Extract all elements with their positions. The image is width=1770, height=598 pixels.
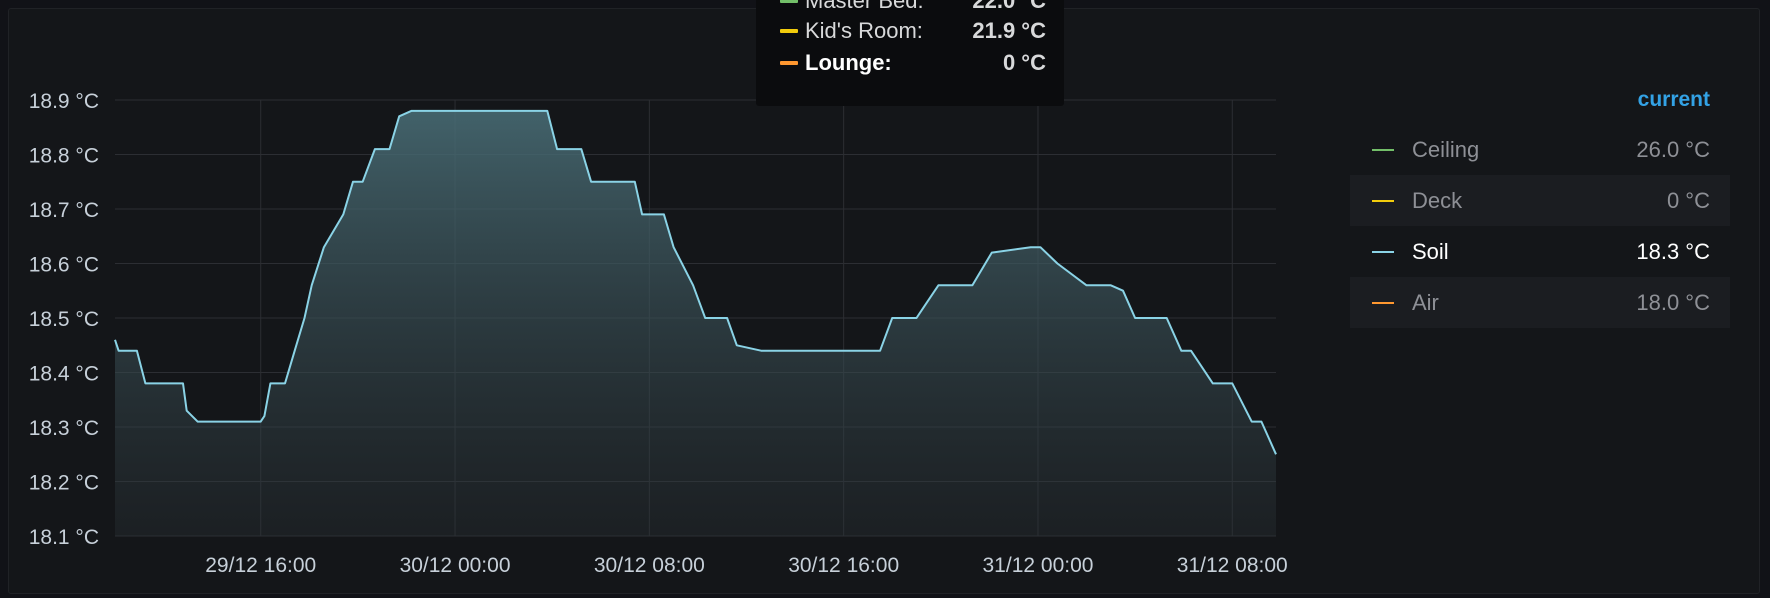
legend-value: 0 °C xyxy=(1666,187,1710,213)
legend-item-soil[interactable]: Soil 18.3 °C xyxy=(1350,226,1730,277)
legend-item-deck[interactable]: Deck 0 °C xyxy=(1350,175,1730,226)
tooltip-swatch xyxy=(780,61,798,65)
legend-item-air[interactable]: Air 18.0 °C xyxy=(1350,277,1730,328)
x-tick-label: 31/12 08:00 xyxy=(1177,554,1288,577)
x-tick-label: 29/12 16:00 xyxy=(205,554,316,577)
legend: current Ceiling 26.0 °C Deck 0 °C Soil 1… xyxy=(1350,88,1730,328)
tooltip-value: 21.9 °C xyxy=(972,18,1046,43)
tooltip-row-lounge: Lounge: 0 °C xyxy=(780,50,1046,76)
legend-swatch xyxy=(1372,148,1394,151)
hover-tooltip: Master Bed: 22.0 °C Kid's Room: 21.9 °C … xyxy=(756,0,1064,106)
tooltip-row-kids-room: Kid's Room: 21.9 °C xyxy=(780,18,1046,44)
y-tick-label: 18.8 °C xyxy=(29,145,99,168)
x-tick-label: 30/12 16:00 xyxy=(788,554,899,577)
y-axis: 18.1 °C 18.2 °C 18.3 °C 18.4 °C 18.5 °C 18.6 … xyxy=(29,90,99,549)
y-tick-label: 18.6 °C xyxy=(29,254,99,277)
legend-swatch xyxy=(1372,301,1394,304)
legend-header-current[interactable]: current xyxy=(1637,88,1710,111)
series-area xyxy=(114,109,1277,537)
tooltip-row-master-bed: Master Bed: 22.0 °C xyxy=(780,0,1046,14)
y-tick-label: 18.2 °C xyxy=(29,472,99,495)
y-tick-label: 18.5 °C xyxy=(29,308,99,331)
y-tick-label: 18.1 °C xyxy=(29,526,99,549)
x-axis: 29/12 16:00 30/12 00:00 30/12 08:00 30/12 1… xyxy=(205,554,1287,577)
tooltip-label: Master Bed: xyxy=(805,0,924,13)
tooltip-label: Lounge: xyxy=(805,50,892,75)
legend-swatch xyxy=(1372,199,1394,202)
y-tick-label: 18.7 °C xyxy=(29,199,99,222)
tooltip-swatch xyxy=(780,29,798,33)
legend-value: 18.3 °C xyxy=(1636,238,1710,264)
legend-value: 18.0 °C xyxy=(1636,289,1710,315)
legend-label: Ceiling xyxy=(1412,136,1480,162)
tooltip-value: 0 °C xyxy=(1002,50,1046,75)
legend-label: Deck xyxy=(1412,187,1463,213)
tooltip-value: 22.0 °C xyxy=(972,0,1046,13)
tooltip-swatch xyxy=(780,0,798,3)
y-tick-label: 18.4 °C xyxy=(29,363,99,386)
legend-label: Soil xyxy=(1412,238,1449,264)
y-tick-label: 18.9 °C xyxy=(29,90,99,113)
legend-value: 26.0 °C xyxy=(1636,136,1710,162)
tooltip-label: Kid's Room: xyxy=(805,18,923,43)
series-line xyxy=(114,109,1277,455)
x-tick-label: 30/12 08:00 xyxy=(594,554,705,577)
y-tick-label: 18.3 °C xyxy=(29,417,99,440)
legend-item-ceiling[interactable]: Ceiling 26.0 °C xyxy=(1350,124,1730,175)
x-tick-label: 31/12 00:00 xyxy=(983,554,1094,577)
x-tick-label: 30/12 00:00 xyxy=(400,554,511,577)
legend-swatch xyxy=(1372,250,1394,253)
series-fill xyxy=(115,110,1276,537)
legend-label: Air xyxy=(1412,289,1439,315)
